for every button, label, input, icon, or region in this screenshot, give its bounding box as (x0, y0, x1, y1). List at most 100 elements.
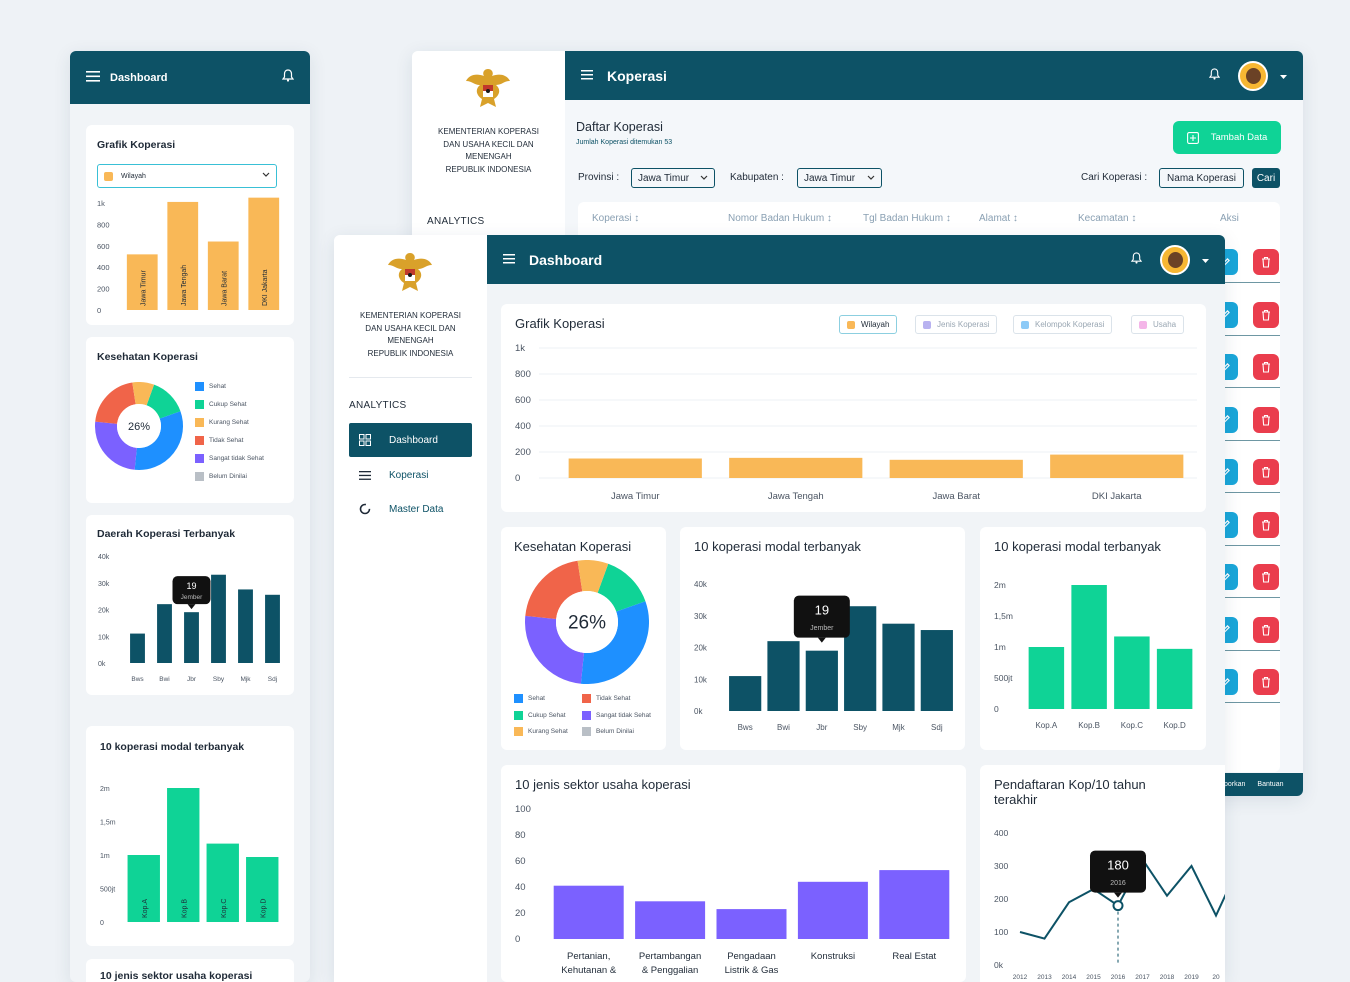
y-tick-label: 0 (515, 934, 520, 945)
mobile-kesehatan-title: Kesehatan Koperasi (97, 351, 198, 363)
bar-3 (246, 857, 279, 922)
garuda-emblem-icon (388, 253, 432, 291)
delete-button[interactable] (1253, 616, 1279, 643)
back-footer: porkan Bantuan (1224, 773, 1303, 796)
th-koperasi[interactable]: Koperasi ↕ (592, 213, 640, 224)
front-org-name: KEMENTERIAN KOPERASI DAN USAHA KECIL DAN M… (360, 311, 461, 358)
bell-icon[interactable] (1208, 67, 1221, 85)
filter-kelompok-koperasi[interactable]: Kelompok Koperasi (1013, 315, 1113, 334)
list-icon (359, 470, 375, 480)
donut-hole (117, 404, 161, 448)
bar-2 (184, 612, 199, 663)
legend-item: Tidak Sehat (195, 436, 243, 445)
filter-wilayah[interactable]: Wilayah (839, 315, 898, 334)
sidebar-item-master-data[interactable]: Master Data (349, 492, 472, 526)
chart-tooltip: 180 2016 (1090, 850, 1146, 898)
grafik-koperasi-card: Grafik Koperasi Wilayah Jenis Koperasi K… (501, 304, 1206, 512)
bell-icon[interactable] (281, 68, 295, 87)
cari-button[interactable]: Cari (1252, 168, 1280, 188)
grid-icon (359, 434, 375, 446)
bar-label: Jawa Timur (140, 270, 147, 306)
front-header: Dashboard (487, 235, 1225, 284)
x-tick-label: Sby (213, 676, 225, 683)
delete-button[interactable] (1253, 669, 1279, 695)
kabupaten-value: Jawa Timur (804, 172, 856, 184)
tooltip-value: 19 (815, 603, 829, 618)
delete-button[interactable] (1253, 249, 1279, 275)
mobile-kesehatan-card: Kesehatan Koperasi 26% Sehat Cukup Sehat K… (86, 337, 294, 503)
y-tick-label: 1k (515, 343, 525, 354)
bell-icon[interactable] (1130, 251, 1143, 269)
x-tick-label: & Penggalian (642, 965, 699, 976)
y-tick-label: 1,5m (994, 611, 1013, 621)
filter-usaha[interactable]: Usaha (1131, 315, 1185, 334)
legend-item: Sangat tidak Sehat (582, 710, 651, 720)
slice-kurang-sehat (577, 560, 609, 594)
sidebar-item-label: Koperasi (389, 469, 429, 481)
footer-link-laporan[interactable]: porkan (1224, 781, 1246, 788)
delete-button[interactable] (1253, 301, 1279, 328)
kabupaten-select[interactable]: Jawa Timur (797, 168, 882, 188)
delete-button[interactable] (1253, 459, 1279, 485)
y-tick-label: 20k (98, 608, 110, 615)
bar-2 (889, 459, 1023, 478)
avatar[interactable] (1238, 60, 1268, 91)
y-tick-label: 600 (97, 242, 110, 251)
slice-sangat-tidak-sehat (525, 615, 585, 684)
x-tick-label: Jawa Timur (611, 491, 660, 502)
caret-down-icon[interactable] (1202, 251, 1209, 269)
bar-label: DKI Jakarta (262, 269, 269, 306)
y-tick-label: 40 (515, 882, 526, 893)
th-alamat[interactable]: Alamat ↕ (979, 213, 1018, 224)
tooltip-box (172, 576, 211, 605)
legend-item: Cukup Sehat (195, 400, 247, 409)
x-tick-label: Mjk (892, 723, 905, 732)
legend-item: Cukup Sehat (514, 710, 566, 720)
y-tick-label: 20 (515, 908, 526, 919)
x-tick-label: 2018 (1160, 974, 1175, 981)
th-tgl-badan-hukum[interactable]: Tgl Badan Hukum ↕ (863, 213, 951, 224)
mobile-header-title: Dashboard (110, 71, 168, 84)
menu-icon[interactable] (503, 251, 515, 269)
mobile-modal-card: 10 koperasi modal terbanyak 2m 1,5m 1m 500j… (86, 726, 294, 946)
cari-input[interactable]: Nama Koperasi (1159, 168, 1244, 188)
y-tick-label: 60 (515, 856, 526, 867)
x-tick-label: Mjk (240, 676, 251, 683)
x-tick-label: 2019 (1184, 974, 1199, 981)
th-kecamatan[interactable]: Kecamatan ↕ (1078, 213, 1137, 224)
delete-button[interactable] (1253, 564, 1279, 590)
delete-button[interactable] (1253, 406, 1279, 433)
mobile-modal-title: 10 koperasi modal terbanyak (100, 741, 245, 753)
modal-card-2: 10 koperasi modal terbanyak 2m 1,5m 1m 500j… (980, 527, 1206, 750)
bar-1 (167, 201, 199, 310)
sidebar-item-koperasi[interactable]: Koperasi (349, 458, 472, 492)
y-tick-label: 400 (994, 828, 1008, 838)
th-nomor-badan-hukum[interactable]: Nomor Badan Hukum ↕ (728, 213, 832, 224)
x-tick-label: Real Estat (892, 951, 936, 962)
sidebar-item-dashboard[interactable]: Dashboard (349, 423, 472, 457)
delete-button[interactable] (1253, 354, 1279, 380)
modal-chart: 2m 1,5m 1m 500jt 0 Kop.A Kop.B Kop.C Kop.D (994, 580, 1193, 730)
caret-down-icon[interactable] (1280, 67, 1287, 85)
y-tick-label: 100 (515, 804, 531, 815)
tambah-data-button[interactable]: Tambah Data (1173, 121, 1281, 154)
y-tick-label: 0k (98, 661, 106, 668)
bar-4 (882, 623, 915, 711)
menu-icon[interactable] (581, 67, 593, 85)
x-tick-label: Kop.B (1078, 721, 1100, 730)
y-tick-label: 300 (994, 861, 1008, 871)
filter-jenis-koperasi[interactable]: Jenis Koperasi (915, 315, 998, 334)
delete-button[interactable] (1253, 511, 1279, 538)
wilayah-select[interactable]: Wilayah (97, 164, 277, 188)
menu-icon[interactable] (86, 69, 100, 87)
bar-1 (157, 604, 172, 663)
footer-link-bantuan[interactable]: Bantuan (1257, 781, 1284, 788)
bar-1 (1071, 585, 1107, 709)
bar-1 (635, 901, 706, 939)
slice-sangat-tidak-sehat (95, 421, 138, 470)
bar-0 (568, 458, 702, 478)
mobile-window: Dashboard Grafik Koperasi Wilayah 1k 800 6… (70, 51, 310, 982)
avatar[interactable] (1160, 244, 1190, 275)
wilayah-select-value: Wilayah (121, 172, 146, 180)
provinsi-select[interactable]: Jawa Timur (631, 168, 715, 188)
